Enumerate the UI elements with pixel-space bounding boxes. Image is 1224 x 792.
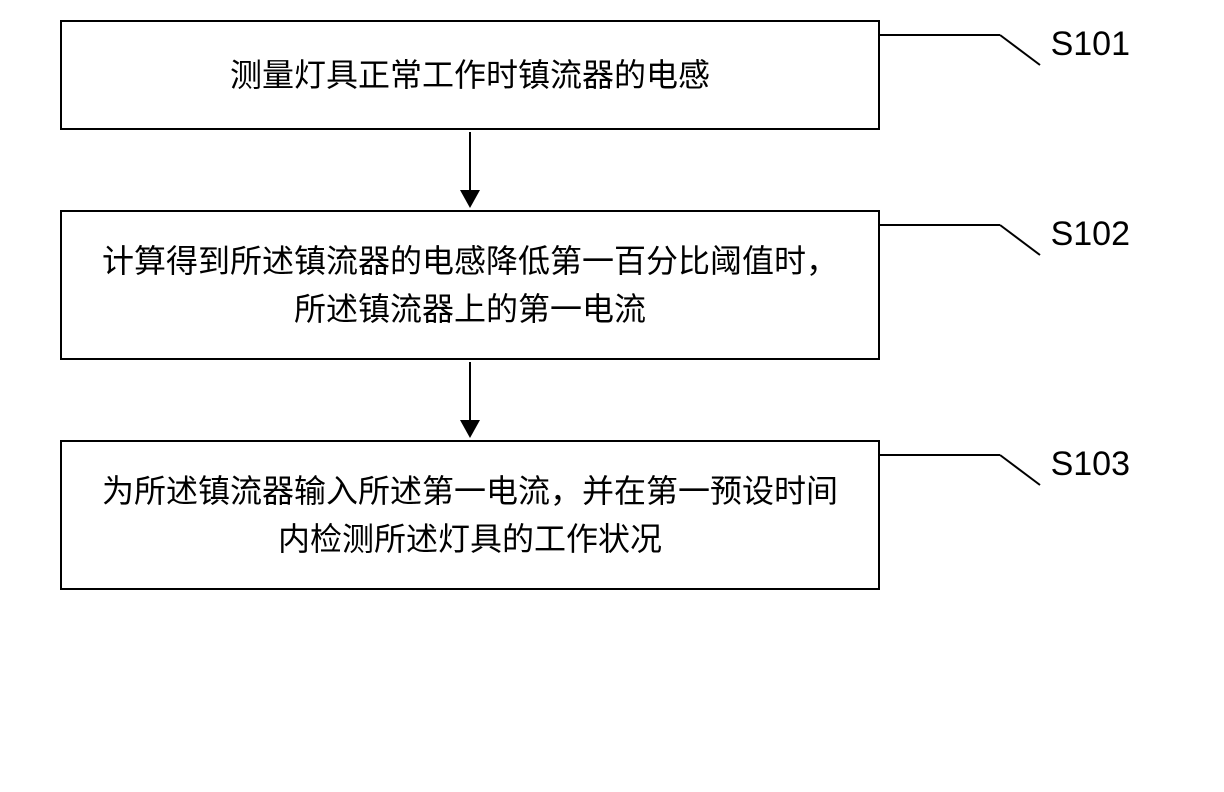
step-1-label: S101 [1051, 25, 1130, 64]
arrow-2 [460, 362, 480, 438]
step-2-text: 计算得到所述镇流器的电感降低第一百分比阈值时，所述镇流器上的第一电流 [102, 237, 838, 333]
step-2-container: 计算得到所述镇流器的电感降低第一百分比阈值时，所述镇流器上的第一电流 S102 [60, 210, 1160, 360]
arrow-2-head [460, 420, 480, 438]
arrow-2-line [469, 362, 471, 422]
step-1-container: 测量灯具正常工作时镇流器的电感 S101 [60, 20, 1160, 130]
step-3-box: 为所述镇流器输入所述第一电流，并在第一预设时间内检测所述灯具的工作状况 [60, 440, 880, 590]
step-3-label: S103 [1051, 445, 1130, 484]
arrow-1 [460, 132, 480, 208]
arrow-2-container [60, 360, 880, 440]
arrow-1-line [469, 132, 471, 192]
arrow-1-container [60, 130, 880, 210]
step-1-box: 测量灯具正常工作时镇流器的电感 [60, 20, 880, 130]
flowchart-container: 测量灯具正常工作时镇流器的电感 S101 计算得到所述镇流器的电感降低第一百分比… [60, 20, 1160, 590]
arrow-1-head [460, 190, 480, 208]
step-1-text: 测量灯具正常工作时镇流器的电感 [230, 51, 710, 99]
step-3-container: 为所述镇流器输入所述第一电流，并在第一预设时间内检测所述灯具的工作状况 S103 [60, 440, 1160, 590]
step-3-text: 为所述镇流器输入所述第一电流，并在第一预设时间内检测所述灯具的工作状况 [102, 467, 838, 563]
step-2-box: 计算得到所述镇流器的电感降低第一百分比阈值时，所述镇流器上的第一电流 [60, 210, 880, 360]
step-2-label: S102 [1051, 215, 1130, 254]
